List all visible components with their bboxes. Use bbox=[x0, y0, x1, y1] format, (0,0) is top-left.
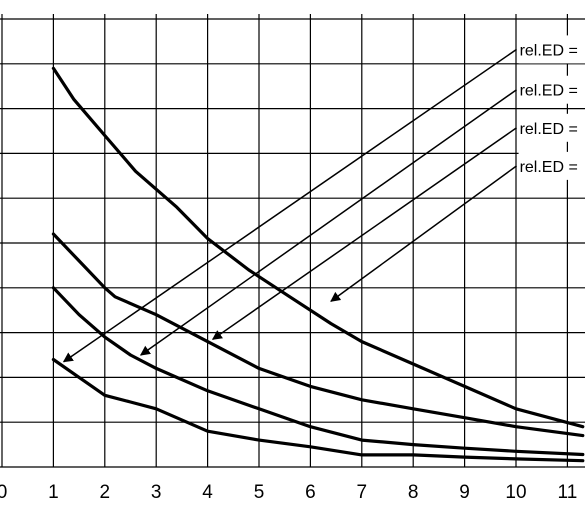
x-tick-label-8: 8 bbox=[408, 482, 419, 503]
annotation-label-background-1 bbox=[518, 35, 585, 64]
x-tick-label-2: 2 bbox=[100, 482, 111, 503]
x-tick-label-4: 4 bbox=[202, 482, 213, 503]
x-tick-label-1: 1 bbox=[48, 482, 59, 503]
x-tick-label-7: 7 bbox=[357, 482, 368, 503]
x-tick-label-11: 11 bbox=[558, 482, 578, 503]
series-line-4 bbox=[51, 357, 585, 463]
annotation-arrow-2 bbox=[139, 89, 518, 356]
x-tick-label-10: 10 bbox=[505, 482, 526, 503]
x-tick-label-9: 9 bbox=[459, 482, 470, 503]
x-tick-label-3: 3 bbox=[151, 482, 162, 503]
annotation-label-background-4 bbox=[518, 151, 585, 180]
annotation-label-background-3 bbox=[518, 113, 585, 142]
annotation-label-2: rel.ED = bbox=[520, 83, 578, 100]
series-line-1 bbox=[51, 66, 585, 429]
series-line-2 bbox=[51, 232, 585, 438]
annotation-arrow-4 bbox=[330, 165, 518, 302]
x-axis-tick-labels: 0 1 2 3 4 5 6 7 8 9 10 11 bbox=[0, 482, 577, 503]
x-tick-label-6: 6 bbox=[305, 482, 316, 503]
annotations-group: rel.ED = rel.ED = rel.ED = rel.ED = bbox=[62, 35, 585, 363]
annotation-label-background-2 bbox=[518, 75, 585, 104]
x-tick-label-5: 5 bbox=[254, 482, 265, 503]
annotation-label-3: rel.ED = bbox=[520, 121, 578, 138]
series-group bbox=[51, 66, 585, 463]
annotation-label-1: rel.ED = bbox=[520, 42, 578, 59]
x-tick-label-0: 0 bbox=[0, 482, 7, 503]
annotation-label-4: rel.ED = bbox=[520, 159, 578, 176]
annotation-arrow-3 bbox=[211, 127, 517, 340]
annotation-arrow-1 bbox=[62, 48, 517, 363]
series-line-3 bbox=[51, 286, 585, 457]
